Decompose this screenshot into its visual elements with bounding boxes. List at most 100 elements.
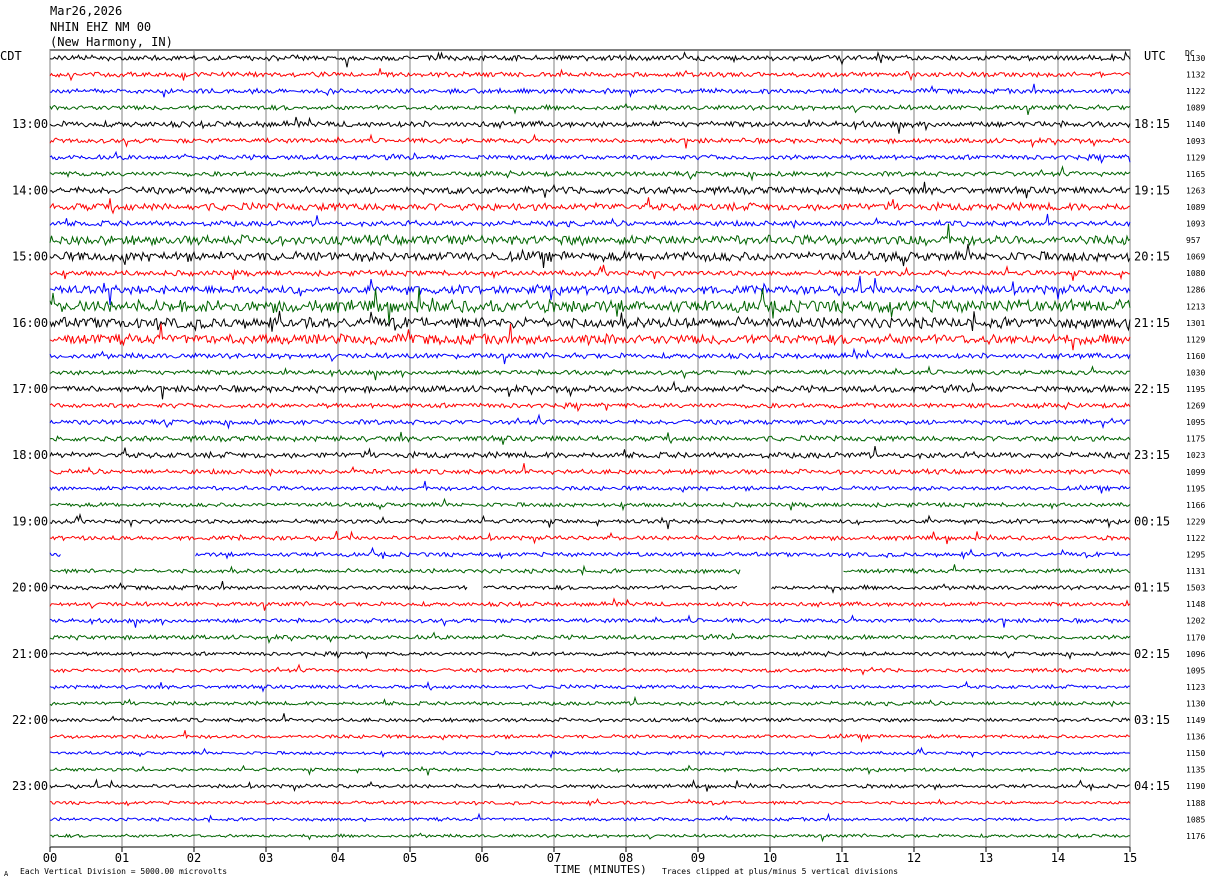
dc-offset-label: 1148 [1186, 600, 1205, 609]
dc-offset-label: 1175 [1186, 435, 1205, 444]
seismic-trace [49, 650, 1131, 660]
seismic-trace [49, 778, 1131, 792]
seismic-trace [49, 83, 1131, 99]
right-time-label: 00:15 [1134, 514, 1170, 528]
dc-offset-label: 1132 [1186, 71, 1205, 80]
seismic-trace [49, 614, 1131, 628]
seismic-trace [49, 512, 1131, 530]
x-tick-label: 12 [907, 851, 921, 865]
x-tick-label: 15 [1123, 851, 1137, 865]
dc-offset-header: DC [1185, 49, 1195, 58]
seismic-trace [49, 746, 1131, 759]
left-time-label: 14:00 [12, 183, 48, 197]
dc-offset-label: 1095 [1186, 418, 1205, 427]
seismic-trace [49, 50, 1131, 68]
right-time-label: 20:15 [1134, 250, 1170, 264]
dc-offset-label: 1096 [1186, 650, 1205, 659]
dc-offset-label: 1263 [1186, 186, 1205, 195]
x-tick-label: 03 [259, 851, 273, 865]
dc-offset-label: 1229 [1186, 517, 1205, 526]
dc-offset-label: 1295 [1186, 551, 1205, 560]
plot-date: Mar26,2026 [50, 4, 123, 18]
seismic-trace [49, 68, 1131, 82]
x-tick-label: 02 [187, 851, 201, 865]
left-time-label: 17:00 [12, 382, 48, 396]
dc-offset-label: 1069 [1186, 253, 1205, 262]
dc-offset-label: 1269 [1186, 402, 1205, 411]
seismic-trace [49, 463, 1131, 478]
left-time-label: 13:00 [12, 117, 48, 131]
left-time-label: 21:00 [12, 647, 48, 661]
x-tick-label: 01 [115, 851, 129, 865]
dc-offset-label: 1503 [1186, 584, 1205, 593]
seismic-trace [49, 275, 1131, 305]
seismic-trace [49, 243, 1131, 269]
dc-offset-label: 1202 [1186, 617, 1205, 626]
seismic-trace [49, 480, 1131, 494]
right-time-label: 21:15 [1134, 316, 1170, 330]
x-tick-label: 00 [43, 851, 57, 865]
left-time-label: 22:00 [12, 713, 48, 727]
dc-offset-label: 1089 [1186, 203, 1205, 212]
seismic-trace [49, 223, 1131, 248]
seismic-trace [49, 530, 1131, 545]
seismic-trace [49, 380, 1131, 400]
seismic-trace [49, 287, 1131, 324]
dc-offset-label: 1122 [1186, 534, 1205, 543]
seismic-trace [49, 663, 1131, 676]
seismic-trace [49, 150, 1131, 164]
x-tick-label: 10 [763, 851, 777, 865]
dc-offset-label: 1150 [1186, 749, 1205, 758]
dc-offset-label: 1093 [1186, 220, 1205, 229]
right-time-label: 03:15 [1134, 713, 1170, 727]
right-time-label: 23:15 [1134, 448, 1170, 462]
x-axis-title: TIME (MINUTES) [554, 863, 647, 876]
seismic-trace [49, 197, 1131, 215]
dc-offset-label: 1080 [1186, 269, 1205, 278]
seismic-trace [49, 695, 1131, 708]
seismic-trace [49, 497, 1131, 512]
seismic-trace [49, 102, 1131, 116]
dc-offset-label: 1085 [1186, 815, 1205, 824]
dc-offset-label: 1160 [1186, 352, 1205, 361]
left-time-label: 18:00 [12, 448, 48, 462]
dc-offset-label: 1166 [1186, 501, 1205, 510]
dc-offset-label: 1129 [1186, 153, 1205, 162]
dc-offset-label: 1099 [1186, 468, 1205, 477]
seismic-trace [49, 431, 1131, 445]
dc-offset-label: 1170 [1186, 633, 1205, 642]
dc-offset-label: 1131 [1186, 567, 1205, 576]
right-time-label: 18:15 [1134, 117, 1170, 131]
dc-offset-label: 1136 [1186, 733, 1205, 742]
right-time-label: 01:15 [1134, 581, 1170, 595]
left-time-label: 23:00 [12, 779, 48, 793]
station-location: (New Harmony, IN) [50, 35, 173, 49]
dc-offset-label: 957 [1186, 236, 1201, 245]
seismic-trace [49, 116, 1131, 134]
seismic-trace [49, 401, 1131, 413]
dc-offset-label: 1165 [1186, 170, 1205, 179]
x-tick-label: 11 [835, 851, 849, 865]
seismic-trace [49, 680, 1131, 693]
scale-note: Each Vertical Division = 5000.00 microvo… [20, 867, 228, 876]
seismic-trace [49, 413, 1131, 430]
dc-offset-label: 1135 [1186, 766, 1205, 775]
seismic-trace [49, 764, 1131, 776]
corner-mark: A [4, 870, 9, 878]
dc-offset-label: 1140 [1186, 120, 1205, 129]
dc-offset-label: 1195 [1186, 484, 1205, 493]
right-time-label: 19:15 [1134, 183, 1170, 197]
seismic-trace [49, 264, 1131, 281]
right-time-label: 04:15 [1134, 779, 1170, 793]
station-code: NHIN EHZ NM 00 [50, 20, 152, 34]
seismic-trace [49, 347, 1131, 365]
seismic-trace [49, 730, 1131, 743]
dc-offset-label: 1190 [1186, 782, 1205, 791]
seismic-trace [49, 798, 1131, 807]
plot-frame [49, 49, 1131, 848]
dc-offset-label: 1149 [1186, 716, 1205, 725]
seismic-trace [49, 310, 1131, 332]
seismic-trace [49, 323, 1131, 351]
dc-offset-label: 1286 [1186, 286, 1205, 295]
